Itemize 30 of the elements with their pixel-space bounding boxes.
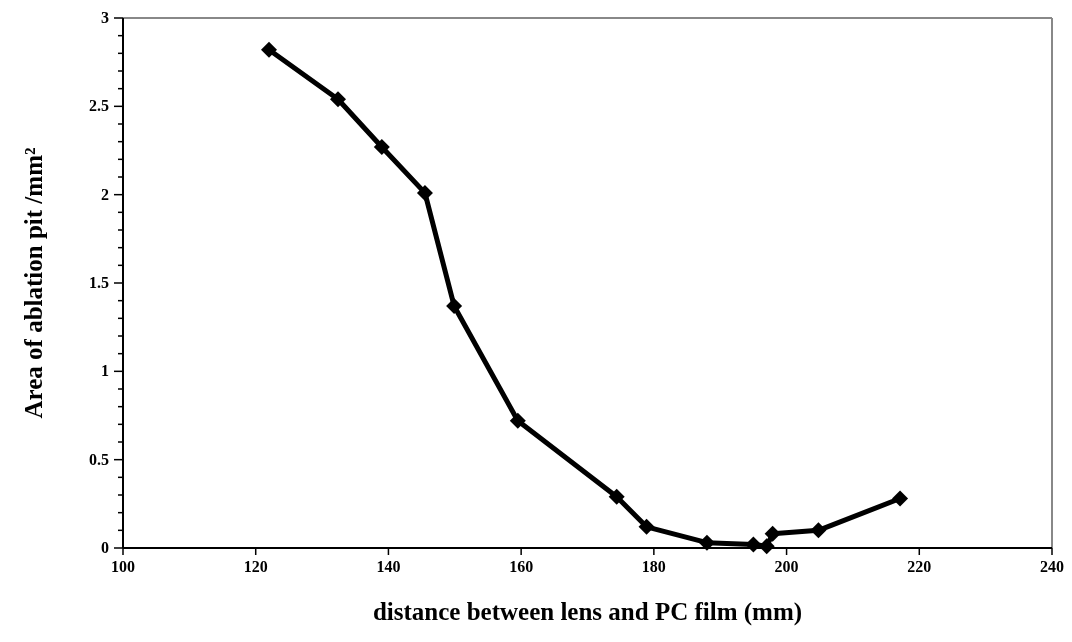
x-tick-label: 100 bbox=[111, 558, 135, 575]
x-tick-label: 240 bbox=[1040, 558, 1064, 575]
y-tick-label: 1 bbox=[101, 362, 109, 380]
x-tick-label: 200 bbox=[774, 558, 799, 575]
y-tick-label: 3 bbox=[101, 9, 109, 26]
y-tick-label: 0.5 bbox=[89, 450, 109, 468]
point bbox=[330, 91, 346, 108]
point bbox=[698, 534, 715, 551]
point bbox=[416, 184, 433, 201]
y-tick-label: 2.5 bbox=[89, 97, 109, 115]
y-tick-label: 2 bbox=[101, 185, 109, 203]
x-tick-label: 220 bbox=[907, 558, 932, 575]
y-tick-label: 1.5 bbox=[89, 274, 109, 291]
point bbox=[260, 41, 277, 58]
y-tick-label: 0 bbox=[101, 539, 109, 556]
point bbox=[745, 536, 762, 553]
point bbox=[373, 138, 390, 155]
point bbox=[638, 518, 655, 535]
x-tick-label: 140 bbox=[376, 558, 401, 575]
point bbox=[446, 297, 463, 314]
y-axis-title: Area of ablation pit /mm² bbox=[20, 147, 47, 419]
point bbox=[810, 522, 827, 539]
x-tick-label: 160 bbox=[509, 558, 534, 575]
point bbox=[764, 525, 781, 542]
x-tick-label: 120 bbox=[243, 558, 268, 575]
point bbox=[509, 412, 526, 429]
x-tick-label: 180 bbox=[641, 558, 666, 575]
x-axis-title: distance between lens and PC film (mm) bbox=[372, 598, 803, 626]
point bbox=[608, 488, 625, 505]
point bbox=[892, 490, 909, 507]
